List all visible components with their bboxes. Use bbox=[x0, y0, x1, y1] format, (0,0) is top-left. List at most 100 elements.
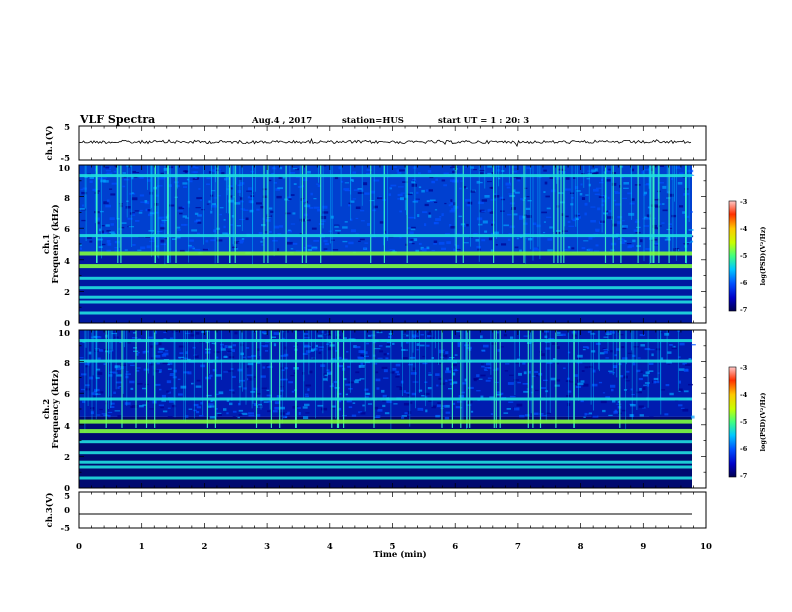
spectrogram-texture-cell bbox=[577, 383, 584, 386]
spectrogram-texture-cell bbox=[476, 217, 483, 221]
spectrogram-texture-cell bbox=[421, 248, 427, 252]
spectrogram-texture-cell bbox=[312, 248, 317, 250]
spectrogram-texture-cell bbox=[417, 214, 420, 218]
spectrogram-texture-cell bbox=[364, 388, 369, 391]
spectrogram-texture-cell bbox=[310, 192, 313, 196]
spectrogram-texture-cell bbox=[178, 356, 185, 359]
spectrogram-texture-cell bbox=[653, 380, 657, 384]
spectrogram-texture-cell bbox=[315, 344, 318, 348]
spectrogram-texture-cell bbox=[313, 206, 320, 209]
spectrogram-texture-cell bbox=[271, 173, 275, 175]
spectrogram-texture-cell bbox=[263, 332, 267, 335]
spectrogram-texture-cell bbox=[269, 230, 272, 233]
spectrogram-texture-cell bbox=[376, 387, 380, 390]
spectrogram-texture-cell bbox=[425, 189, 429, 192]
spectrogram-texture-cell bbox=[401, 416, 405, 419]
spectrogram-texture-cell bbox=[114, 247, 119, 249]
spectrogram-texture-cell bbox=[237, 190, 241, 193]
ch2-channel-label: ch.2 bbox=[42, 399, 52, 419]
spectrogram-texture-cell bbox=[532, 222, 537, 226]
spectrogram-texture-cell bbox=[399, 387, 403, 391]
spectrogram-texture-cell bbox=[586, 178, 590, 180]
spectrogram-texture-cell bbox=[305, 205, 310, 208]
spectrogram-texture-cell bbox=[629, 414, 634, 418]
spectrogram-texture-cell bbox=[635, 219, 639, 221]
spectrogram-texture-cell bbox=[533, 247, 538, 250]
spectrogram-texture-cell bbox=[438, 241, 445, 245]
cb1-tick-neg6: -6 bbox=[740, 279, 748, 287]
spectrogram-texture-cell bbox=[507, 382, 514, 385]
spectrogram-texture-cell bbox=[238, 402, 241, 406]
spectrogram-texture-cell bbox=[238, 409, 244, 412]
spectrogram-texture-cell bbox=[421, 395, 425, 397]
spectrogram-texture-cell bbox=[209, 405, 215, 408]
spectrogram-texture-cell bbox=[261, 387, 267, 389]
spectrogram-texture-cell bbox=[614, 192, 620, 194]
spectrogram-texture-cell bbox=[448, 204, 451, 207]
spectrogram-texture-cell bbox=[481, 365, 485, 368]
ch3-waveform-ylabel: ch.3(V) bbox=[44, 493, 55, 528]
spectrogram-texture-cell bbox=[160, 223, 165, 227]
spectrogram-texture-cell bbox=[209, 416, 216, 419]
spectrogram-texture-cell bbox=[323, 248, 328, 250]
spectrogram-texture-cell bbox=[401, 349, 406, 351]
spectrogram-texture-cell bbox=[153, 369, 160, 373]
spectrogram-texture-cell bbox=[292, 212, 296, 215]
spectrogram-texture-cell bbox=[117, 386, 120, 389]
spectrogram-texture-cell bbox=[177, 229, 181, 231]
spectrogram-texture-cell bbox=[379, 345, 383, 347]
spectrogram-texture-cell bbox=[653, 377, 659, 381]
spectrogram-texture-cell bbox=[411, 183, 418, 187]
spectrogram-texture-cell bbox=[358, 240, 361, 242]
spectrogram-texture-cell bbox=[457, 342, 461, 346]
spectrogram-texture-cell bbox=[335, 350, 339, 352]
spectrogram-texture-cell bbox=[608, 414, 613, 417]
ch1-ytick-4: 4 bbox=[64, 257, 70, 267]
spectrogram-texture-cell bbox=[622, 220, 625, 222]
spectrogram-texture-cell bbox=[415, 198, 420, 200]
spectrogram-texture-cell bbox=[617, 216, 623, 219]
spectrogram-texture-cell bbox=[147, 179, 151, 182]
spectrogram-texture-cell bbox=[688, 383, 693, 386]
spectrogram-texture-cell bbox=[632, 346, 639, 348]
spectrogram-texture-cell bbox=[316, 183, 320, 185]
spectrogram-texture-cell bbox=[107, 348, 113, 351]
spectrogram-texture-cell bbox=[489, 187, 493, 189]
spectrogram-texture-cell bbox=[91, 392, 94, 395]
spectrogram-texture-cell bbox=[386, 400, 392, 404]
spectrogram-texture-cell bbox=[643, 225, 649, 227]
frequency-band-2 bbox=[79, 440, 692, 444]
spectrogram-texture-cell bbox=[600, 220, 605, 223]
spectrogram-texture-cell bbox=[160, 239, 166, 243]
spectrogram-texture-cell bbox=[287, 230, 293, 233]
spectrogram-texture-cell bbox=[565, 215, 569, 218]
spectrogram-texture-cell bbox=[444, 202, 447, 205]
spectrogram-texture-cell bbox=[231, 392, 235, 394]
spectrogram-texture-cell bbox=[428, 372, 432, 374]
spectrogram-texture-cell bbox=[178, 345, 185, 348]
spectrogram-texture-cell bbox=[523, 214, 527, 217]
spectrogram-texture-cell bbox=[569, 381, 574, 383]
spectrogram-texture-cell bbox=[392, 368, 397, 371]
spectrogram-texture-cell bbox=[462, 224, 466, 228]
spectrogram-texture-cell bbox=[450, 167, 455, 169]
spectrogram-texture-cell bbox=[482, 220, 488, 224]
spectrogram-texture-cell bbox=[668, 226, 672, 228]
spectrogram-texture-cell bbox=[348, 202, 352, 205]
spectrogram-texture-cell bbox=[331, 405, 336, 408]
spectrogram-texture-cell bbox=[281, 368, 285, 372]
spectrogram-texture-cell bbox=[473, 169, 477, 171]
spectrogram-texture-cell bbox=[654, 242, 660, 246]
spectrogram-texture-cell bbox=[100, 179, 106, 183]
spectrogram-texture-cell bbox=[443, 184, 448, 187]
spectrogram-texture-cell bbox=[645, 217, 650, 220]
spectrogram-texture-cell bbox=[490, 413, 493, 415]
spectrogram-texture-cell bbox=[344, 221, 348, 223]
spectrogram-texture-cell bbox=[207, 405, 212, 408]
spectrogram-texture-cell bbox=[508, 233, 512, 236]
spectrogram-texture-cell bbox=[511, 207, 517, 210]
spectrogram-texture-cell bbox=[400, 192, 405, 194]
spectrogram-texture-cell bbox=[556, 334, 563, 336]
spectrogram-texture-cell bbox=[661, 222, 665, 224]
